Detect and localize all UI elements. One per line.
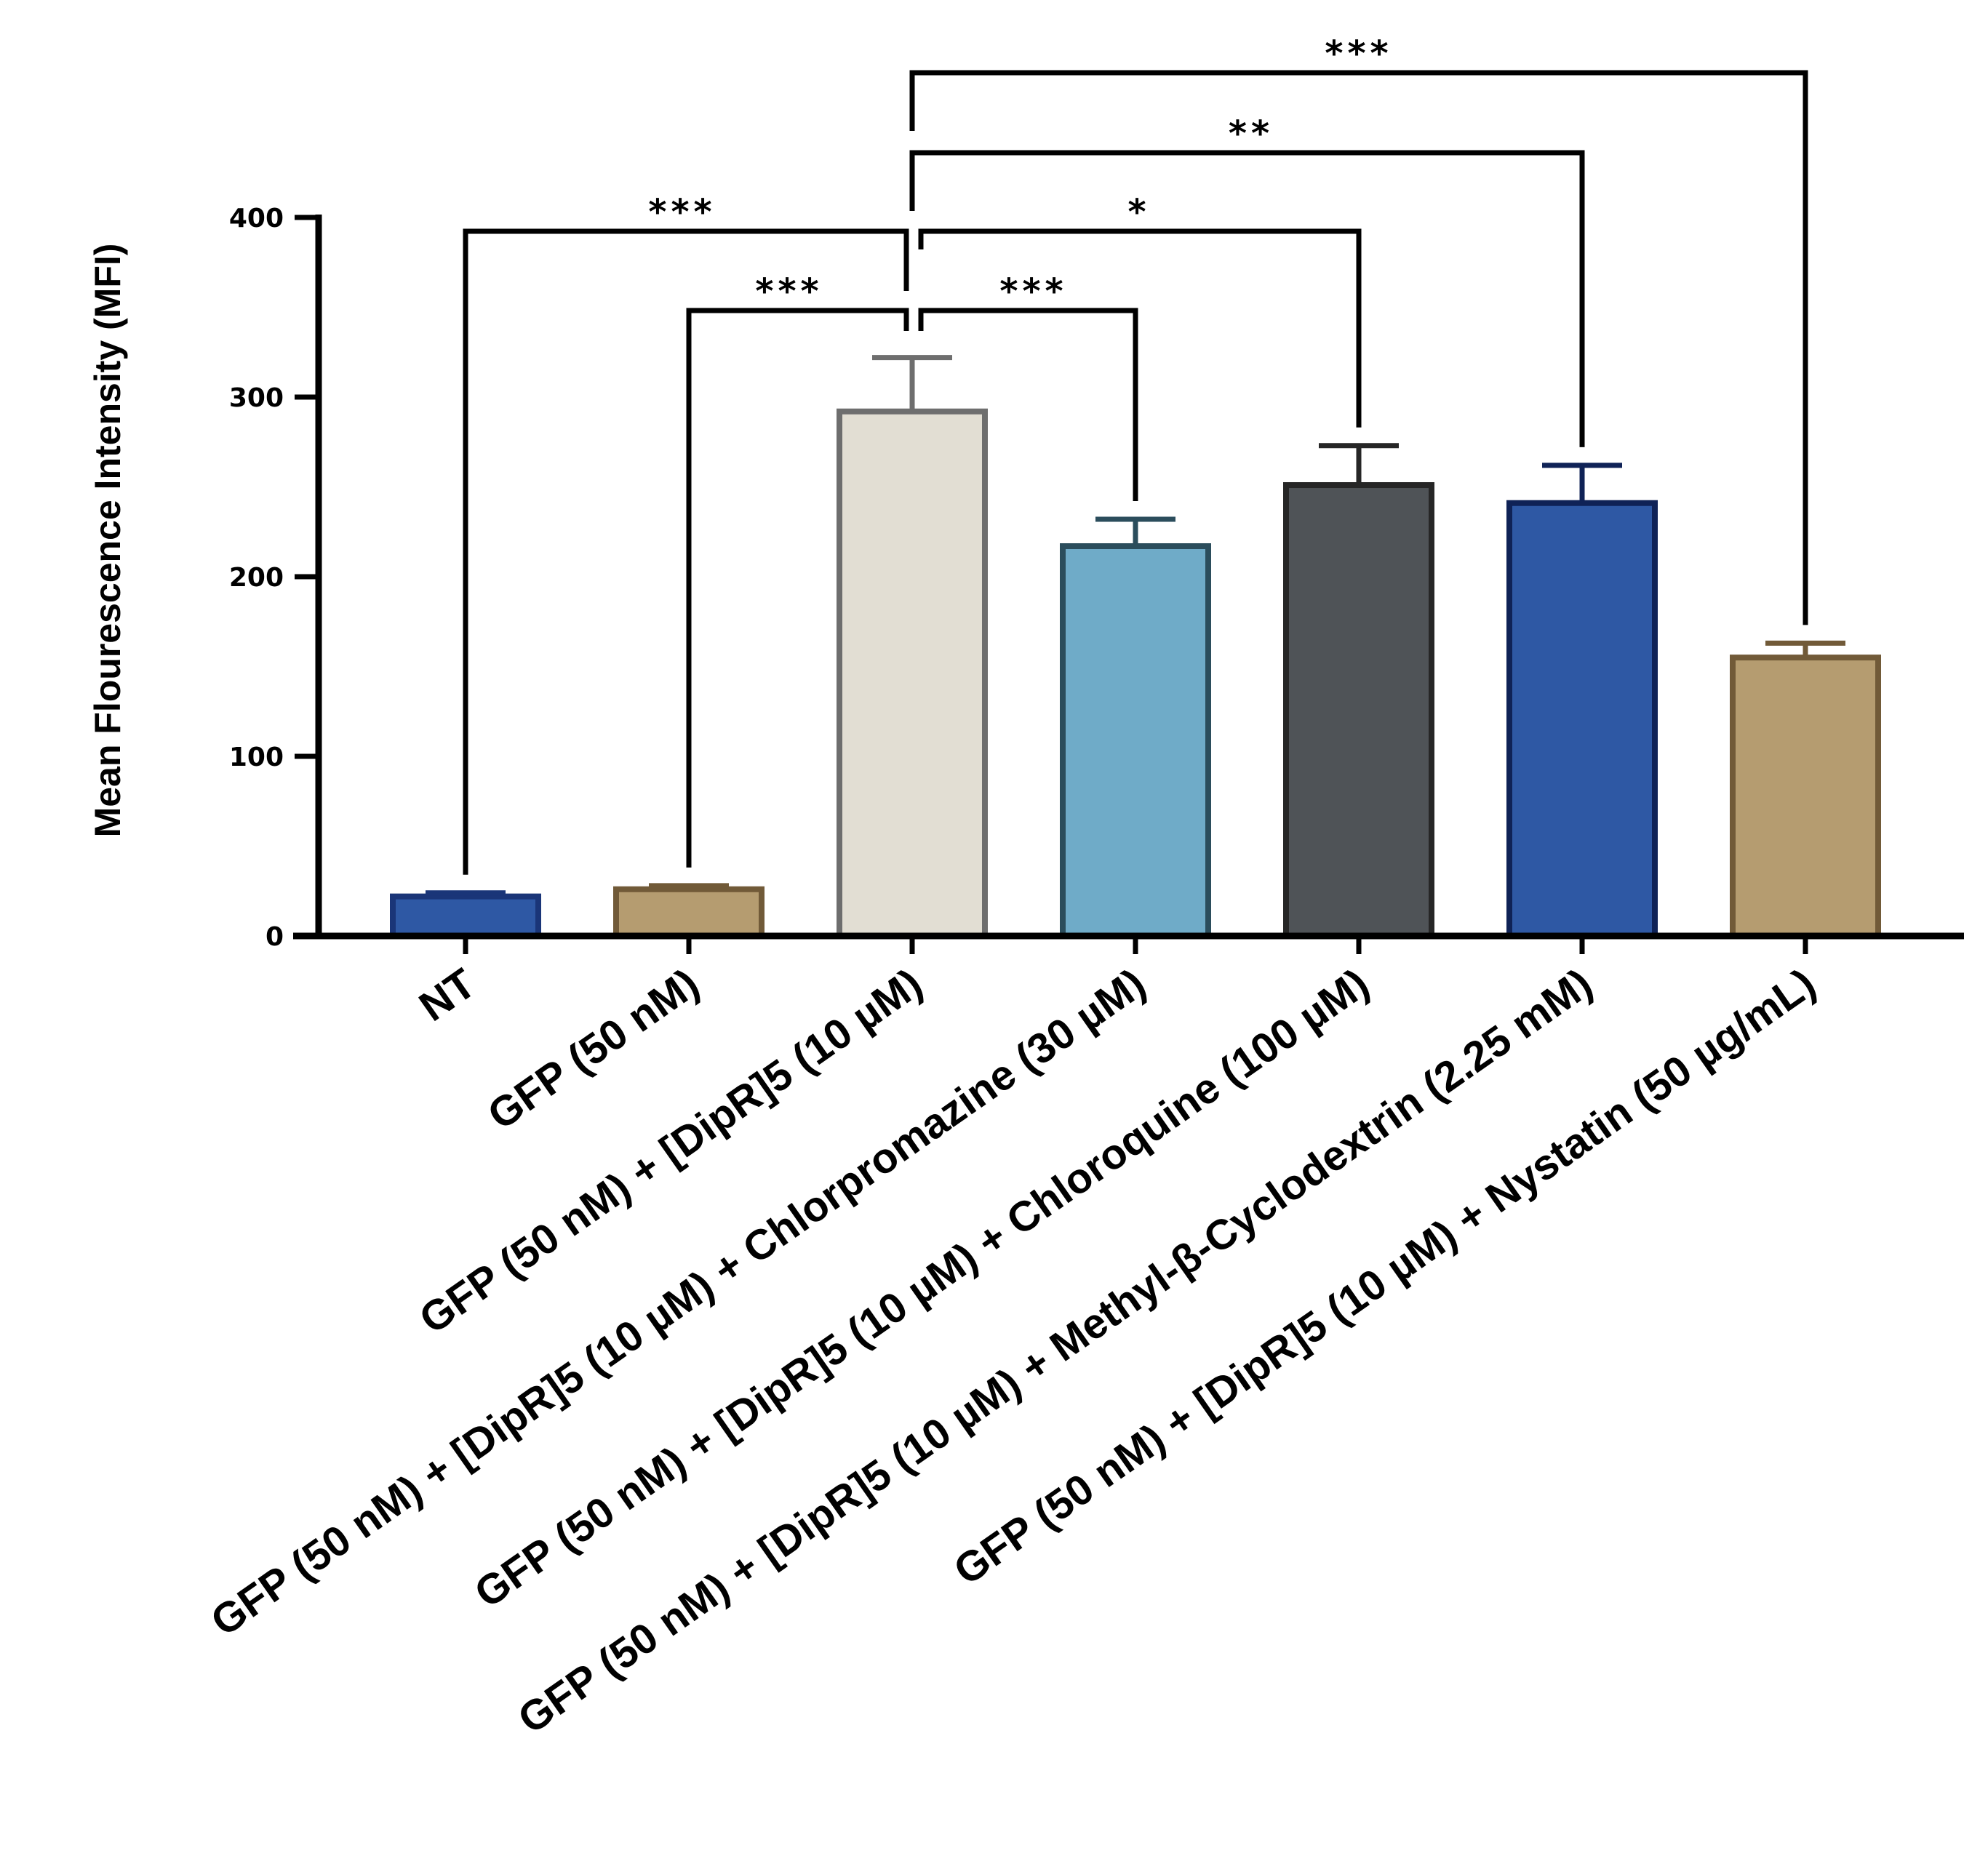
y-axis-label: Mean Flourescence Intensity (MFI) <box>87 244 128 838</box>
significance-label-2: *** <box>999 271 1067 312</box>
y-tick-label-400: 400 <box>229 204 284 233</box>
significance-label-1: *** <box>755 271 823 312</box>
bar-5 <box>1506 500 1658 939</box>
significance-bracket-3 <box>918 228 1362 428</box>
y-tick-label-100: 100 <box>229 743 284 772</box>
significance-label-5: *** <box>1325 33 1392 74</box>
x-category-label-5: GFP (50 nM) + [DipR]5 (10 µM) + Methyl-β… <box>510 959 1601 1742</box>
x-category-label-1: GFP (50 nM) <box>479 959 708 1139</box>
bar-2 <box>837 408 988 939</box>
bar-3 <box>1060 543 1211 939</box>
significance-label-0: *** <box>648 192 716 233</box>
y-tick-label-0: 0 <box>266 922 284 952</box>
significance-bracket-5 <box>909 70 1808 625</box>
x-category-label-6: GFP (50 nM) + [DipR]5 (10 µM) + Nystatin… <box>946 959 1824 1594</box>
bar-1 <box>613 886 765 940</box>
significance-label-4: ** <box>1229 113 1274 154</box>
bar-6 <box>1730 655 1881 940</box>
bar-4 <box>1283 482 1434 939</box>
significance-bracket-4 <box>909 150 1585 447</box>
y-tick-label-300: 300 <box>229 383 284 413</box>
significance-bracket-1 <box>686 308 909 868</box>
x-category-label-0: NT <box>411 959 484 1030</box>
bar-0 <box>390 893 541 940</box>
significance-bracket-0 <box>463 228 909 875</box>
y-tick-label-200: 200 <box>229 563 284 593</box>
significance-bracket-2 <box>918 308 1138 501</box>
significance-label-3: * <box>1127 192 1150 233</box>
